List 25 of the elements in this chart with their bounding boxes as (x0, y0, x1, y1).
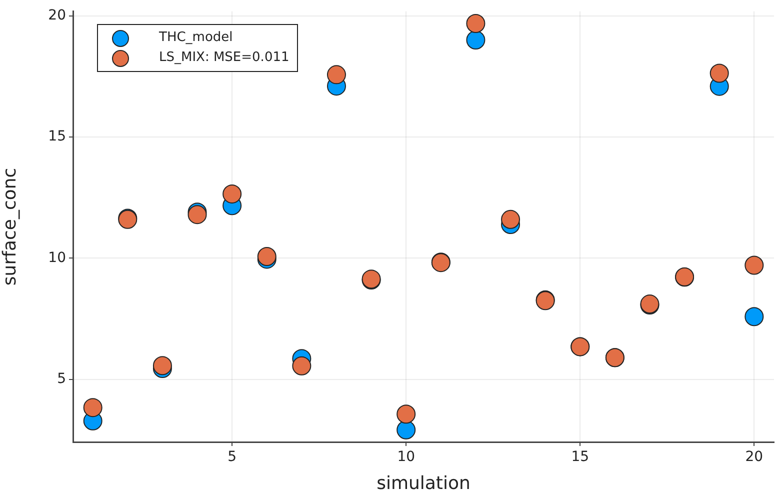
point (744, 307, 764, 326)
x-tick-label: 10 (397, 449, 416, 466)
point (396, 404, 416, 424)
legend-label: THC_model (159, 29, 233, 47)
point (292, 356, 312, 376)
y-tick-label: 5 (57, 371, 66, 388)
x-axis-title: simulation (376, 472, 470, 494)
x-tick-label: 15 (571, 449, 590, 466)
point (222, 184, 242, 204)
point (466, 14, 486, 34)
x-tick-label: 20 (745, 449, 764, 466)
legend-label: LS_MIX: MSE=0.011 (159, 49, 290, 67)
point (152, 356, 172, 376)
y-axis-title: surface_conc (0, 168, 20, 286)
point (744, 256, 764, 275)
y-tick-label: 10 (48, 250, 66, 266)
point (83, 398, 102, 418)
point (466, 30, 486, 50)
y-tick-label: 20 (48, 7, 66, 24)
point (710, 64, 729, 83)
point (396, 420, 416, 440)
point (501, 210, 520, 229)
x-tick-label: 5 (228, 449, 237, 466)
point (326, 65, 346, 84)
y-tick-label: 15 (48, 128, 66, 145)
